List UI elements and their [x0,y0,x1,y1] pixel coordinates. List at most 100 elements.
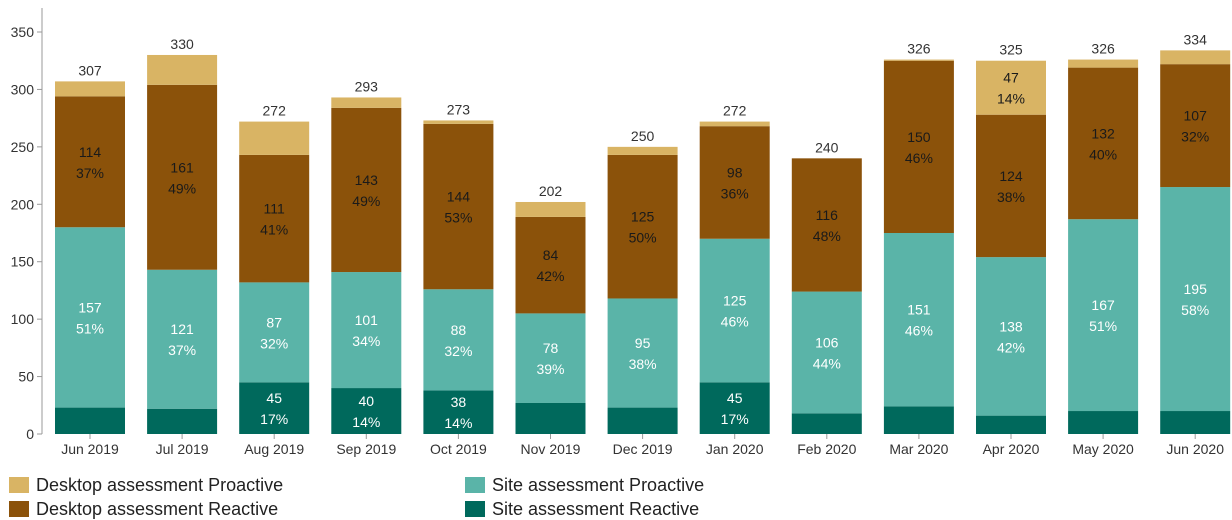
total-label: 240 [815,139,839,155]
bar-segment[interactable] [331,97,402,108]
legend-swatch [465,501,485,517]
bar-segment[interactable] [423,390,494,434]
percent-label: 51% [76,320,104,336]
value-label: 106 [815,334,839,350]
legend-item-site-proactive[interactable]: Site assessment Proactive [465,474,704,496]
bar-segment[interactable] [699,238,770,383]
y-tick-label: 100 [11,311,35,327]
bar-segment[interactable] [239,382,310,434]
bar-segment[interactable] [791,291,862,414]
bar-segment[interactable] [1068,411,1139,434]
value-label: 125 [723,293,747,309]
bar-segment[interactable] [699,126,770,239]
bar-segment[interactable] [147,408,218,434]
total-label: 307 [78,62,102,78]
bar-segment[interactable] [791,158,862,292]
y-tick-label: 0 [26,426,34,442]
bar-segment[interactable] [423,123,494,290]
value-label: 40 [359,393,375,409]
bar-segment[interactable] [699,121,770,127]
value-label: 125 [631,209,655,225]
bar-segment[interactable] [699,382,770,434]
bar-segment[interactable] [1068,67,1139,220]
total-label: 325 [999,42,1023,58]
bar-segment[interactable] [1160,50,1231,65]
bar-segment[interactable] [147,84,218,270]
value-label: 107 [1184,108,1208,124]
bar-segment[interactable] [976,257,1046,416]
value-label: 88 [451,322,467,338]
bar-segment[interactable] [1160,64,1231,188]
bar-segment[interactable] [607,154,678,299]
bar-segment[interactable] [1160,187,1231,412]
legend-swatch [9,477,29,493]
bar-segment[interactable] [1068,219,1139,412]
legend-item-desktop-reactive[interactable]: Desktop assessment Reactive [9,498,278,520]
percent-label: 37% [76,165,104,181]
bar-segment[interactable] [976,415,1046,434]
total-label: 272 [263,103,287,119]
bar-segment[interactable] [239,282,310,383]
value-label: 98 [727,164,743,180]
bar-segment[interactable] [976,60,1046,115]
bar-segment[interactable] [791,413,862,434]
x-tick-label: Aug 2019 [244,441,304,457]
bar-segment[interactable] [239,121,310,155]
bar-segment[interactable] [331,272,402,389]
legend-label: Site assessment Reactive [492,498,700,519]
bar-segment[interactable] [423,289,494,391]
bar-segment[interactable] [331,388,402,434]
value-label: 78 [543,340,559,356]
value-label: 45 [266,390,282,406]
x-tick-label: Jan 2020 [706,441,764,457]
value-label: 87 [266,314,282,330]
bar-segment[interactable] [55,407,125,434]
legend-swatch [465,477,485,493]
bar-segment[interactable] [331,107,402,273]
y-tick-label: 250 [11,139,35,155]
bar-segment[interactable] [147,269,218,409]
value-label: 38 [451,394,467,410]
x-tick-label: Oct 2019 [430,441,487,457]
percent-label: 37% [168,342,196,358]
bar-segment[interactable] [607,407,678,434]
value-label: 101 [355,312,379,328]
bar-segment[interactable] [515,402,586,434]
stacked-bar-chart: 0 50 100 150 200 250 300 350 157 51% 114 37% 307 Jun… [11,8,1231,457]
x-tick-label: Apr 2020 [983,441,1040,457]
bar-segment[interactable] [883,60,954,233]
percent-label: 14% [997,91,1025,107]
bar-segment[interactable] [883,233,954,407]
bar-segment[interactable] [515,216,586,314]
value-label: 138 [999,318,1023,334]
legend: Desktop assessment Proactive Desktop ass… [0,472,1232,520]
bar-segment[interactable] [1068,59,1139,68]
bar-segment[interactable] [55,81,125,97]
bar-segment[interactable] [147,54,218,85]
total-label: 272 [723,103,747,119]
percent-label: 32% [1181,129,1209,145]
bar-segment[interactable] [883,59,954,61]
bar-segment[interactable] [515,201,586,217]
bar-segment[interactable] [55,96,125,228]
bar-segment[interactable] [239,154,310,283]
legend-item-desktop-proactive[interactable]: Desktop assessment Proactive [9,474,283,496]
bar-segment[interactable] [607,146,678,155]
value-label: 116 [816,207,839,223]
bar-segment[interactable] [515,313,586,403]
percent-label: 38% [997,189,1025,205]
percent-label: 39% [536,361,564,377]
percent-label: 53% [444,210,472,226]
legend-item-site-reactive[interactable]: Site assessment Reactive [465,498,699,520]
percent-label: 46% [905,323,933,339]
value-label: 132 [1091,125,1115,141]
percent-label: 14% [352,414,380,430]
bar-segment[interactable] [883,406,954,434]
bar-segment[interactable] [976,114,1046,258]
bar-segment[interactable] [1160,411,1231,434]
y-axis: 0 50 100 150 200 250 300 350 [11,8,1196,442]
bar-segment[interactable] [607,298,678,408]
bar-segment[interactable] [423,120,494,124]
bar-segment[interactable] [55,227,125,408]
percent-label: 58% [1181,302,1209,318]
